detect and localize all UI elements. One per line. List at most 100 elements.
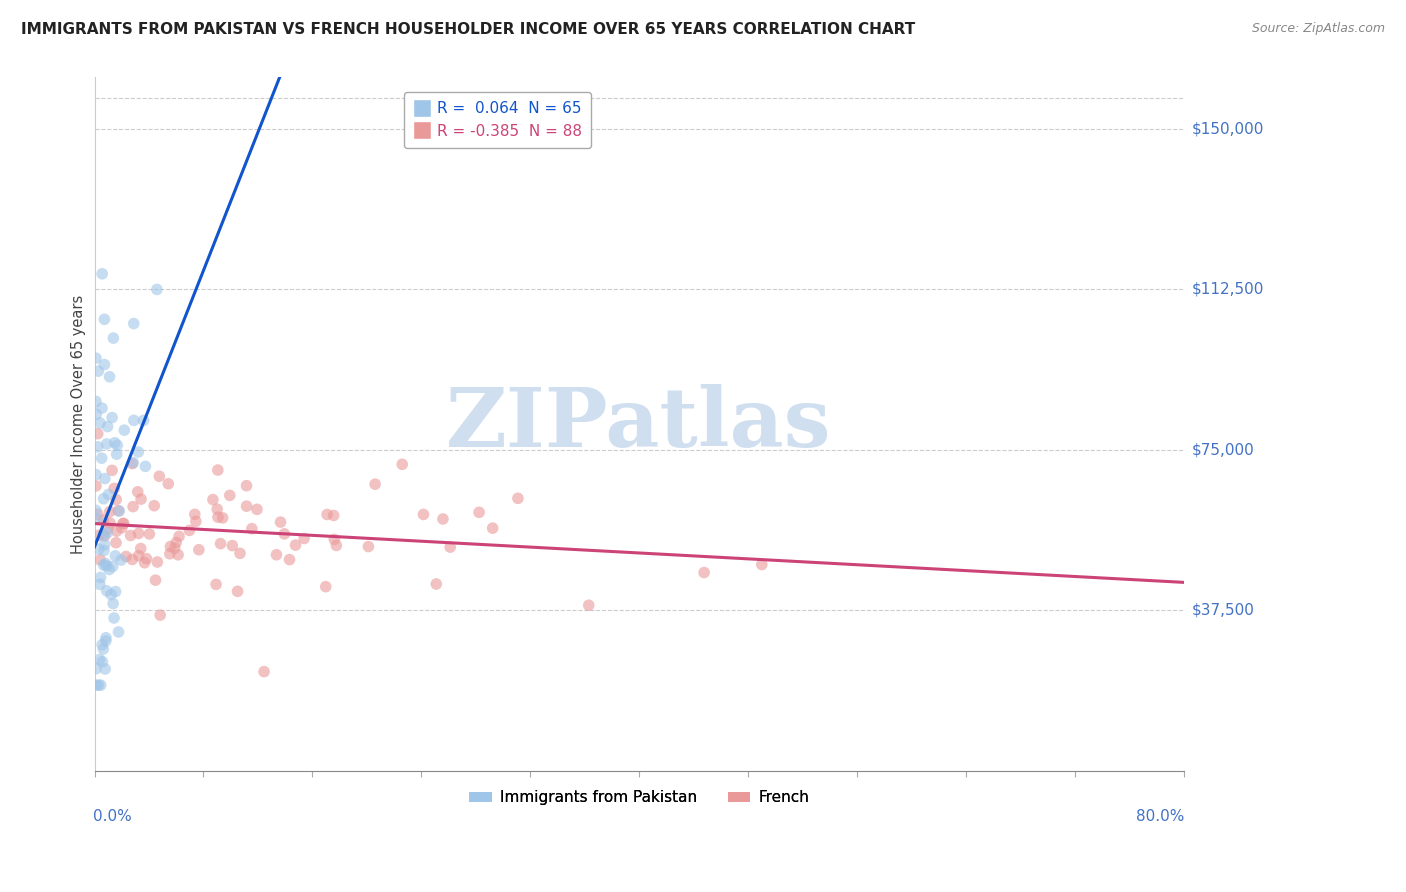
Point [751,558,773,572]
Point [87,440,110,454]
Text: ZIPatlas: ZIPatlas [447,384,832,464]
Point [91,267,114,281]
Point [90,451,112,466]
Point [101,597,124,611]
Point [128,549,150,563]
Point [273,527,295,541]
Point [127,484,149,499]
Point [105,438,128,452]
Point [129,492,152,507]
Point [201,492,224,507]
Point [103,482,125,496]
Point [235,499,257,513]
Point [481,521,503,535]
Text: $150,000: $150,000 [1192,121,1264,136]
Point [108,504,131,518]
Point [157,476,180,491]
Point [96,525,118,540]
Point [412,508,434,522]
Point [167,529,190,543]
Point [84,503,107,517]
Point [693,566,716,580]
Point [165,535,187,549]
Point [218,488,240,502]
Point [93,312,115,326]
Point [111,516,134,531]
Point [266,548,288,562]
Point [135,551,157,566]
Point [122,413,145,427]
Text: 0.0%: 0.0% [93,809,132,824]
Point [98,369,121,384]
Point [128,526,150,541]
Point [93,538,115,552]
Point [112,516,135,531]
Point [284,538,307,552]
Point [207,510,229,524]
Point [93,543,115,558]
Point [94,472,117,486]
Text: 80.0%: 80.0% [1136,809,1185,824]
Point [159,547,181,561]
Point [94,634,117,648]
Text: $75,000: $75,000 [1192,442,1254,458]
Point [93,358,115,372]
Point [90,570,112,584]
Point [91,642,114,657]
Point [184,508,207,522]
Point [148,469,170,483]
Point [84,678,107,692]
Point [87,678,110,692]
Point [98,505,121,519]
Point [94,557,117,571]
Point [270,515,292,529]
Point [104,549,127,563]
Point [432,512,454,526]
Point [145,573,167,587]
Point [578,599,600,613]
Text: Source: ZipAtlas.com: Source: ZipAtlas.com [1251,22,1385,36]
Point [138,527,160,541]
Point [84,479,107,493]
Point [134,556,156,570]
Point [132,413,155,427]
Point [235,478,257,492]
Point [322,508,344,523]
Point [205,502,228,516]
Point [87,426,110,441]
Point [96,437,118,451]
Point [323,533,346,547]
Point [105,535,128,549]
Point [163,541,186,555]
Point [209,536,232,550]
Point [91,513,114,527]
Point [105,524,128,538]
Point [110,553,132,567]
Point [101,559,124,574]
Point [87,508,110,522]
Y-axis label: Householder Income Over 65 years: Householder Income Over 65 years [72,294,86,554]
Point [122,456,145,470]
Point [425,577,447,591]
Point [89,416,111,430]
Point [468,505,491,519]
Point [111,521,134,535]
Point [84,351,107,366]
Point [96,583,118,598]
Point [91,528,114,542]
Point [97,487,120,501]
Point [103,611,125,625]
Point [98,562,121,576]
Point [98,516,121,530]
Point [93,529,115,543]
Point [87,528,110,542]
Point [89,652,111,666]
Point [391,458,413,472]
Point [292,532,315,546]
Point [91,655,114,669]
Point [104,584,127,599]
Point [240,522,263,536]
Point [146,555,169,569]
Point [187,542,209,557]
Point [439,540,461,554]
